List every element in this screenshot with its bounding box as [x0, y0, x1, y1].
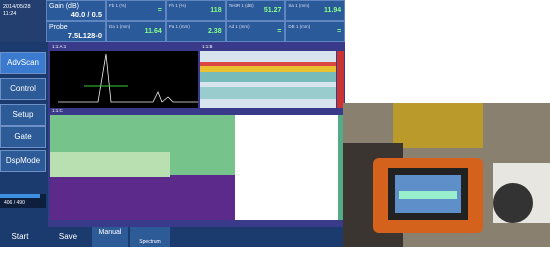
bottom-button[interactable]: Spectrum — [130, 227, 170, 247]
menu-button[interactable]: AdvScan — [0, 52, 46, 74]
readout-value: 51.27 — [264, 7, 282, 14]
bottom-button[interactable]: Manual — [92, 227, 128, 247]
readout-label: Da 1 (mm) — [109, 24, 130, 29]
device-photo — [343, 103, 550, 247]
time: 11:24 — [3, 11, 16, 17]
readout-label: Fh 1 (%) — [169, 3, 186, 8]
readout-value: 11.64 — [145, 28, 162, 35]
readout: TestR 1 (dB) 51.27 — [226, 0, 286, 21]
readout: Ad 1 (mm) = — [226, 21, 286, 42]
readout-label: Pa 1 (mm) — [169, 24, 190, 29]
readout-label: Sa 1 (mm) — [288, 3, 309, 8]
bottom-button[interactable]: Start — [0, 227, 40, 247]
menu-button[interactable]: DspMode — [0, 150, 46, 172]
readout: Pa 1 (mm) 2.38 — [166, 21, 226, 42]
status: 2014/05/28 11:24 — [0, 0, 46, 42]
readout-label: Fb 1 (%) — [109, 3, 126, 8]
readout-value: = — [337, 28, 341, 35]
readout: Gain (dB)40.0 / 0.5 — [46, 0, 106, 21]
device-screen: 2014/05/28 11:24 406 / 490 1:1:A:1 1:1:B… — [0, 0, 345, 247]
c-scan-label: 1:1:C — [52, 108, 63, 113]
readout-label: Gain (dB) — [49, 3, 79, 10]
a-scan — [50, 51, 198, 108]
date: 2014/05/28 — [3, 4, 31, 10]
menu-button[interactable]: Setup — [0, 104, 46, 126]
readout-value: 40.0 / 0.5 — [71, 10, 102, 19]
readout: DB 1 (mm) = — [285, 21, 345, 42]
readout-value: 118 — [210, 7, 221, 14]
bottom-button[interactable]: Save — [48, 227, 88, 247]
readout-value: 2.38 — [208, 28, 222, 35]
page: 2014/05/28 11:24 406 / 490 1:1:A:1 1:1:B… — [0, 0, 550, 247]
readout-value: = — [277, 28, 281, 35]
readout: Sa 1 (mm) 11.94 — [285, 0, 345, 21]
slider[interactable]: 406 / 490 — [0, 194, 46, 208]
menu-button[interactable]: Control — [0, 78, 46, 100]
readout: Fb 1 (%) = — [106, 0, 166, 21]
readout-label: Probe — [49, 24, 68, 31]
a-scan-label: 1:1:A:1 — [52, 44, 66, 49]
b-scan-label: 1:1:B — [202, 44, 213, 49]
menu-button[interactable]: Gate — [0, 126, 46, 148]
readout: Da 1 (mm) 11.64 — [106, 21, 166, 42]
readout-value: 7.5L128-0 — [68, 31, 102, 40]
scan-views — [48, 42, 345, 227]
readout-value: = — [158, 7, 162, 14]
readout-value: 11.94 — [324, 7, 341, 14]
readout-label: DB 1 (mm) — [288, 24, 310, 29]
readout-label: Ad 1 (mm) — [229, 24, 250, 29]
readout: Fh 1 (%) 118 — [166, 0, 226, 21]
slider-label: 406 / 490 — [4, 200, 25, 206]
readout-label: TestR 1 (dB) — [229, 3, 254, 8]
